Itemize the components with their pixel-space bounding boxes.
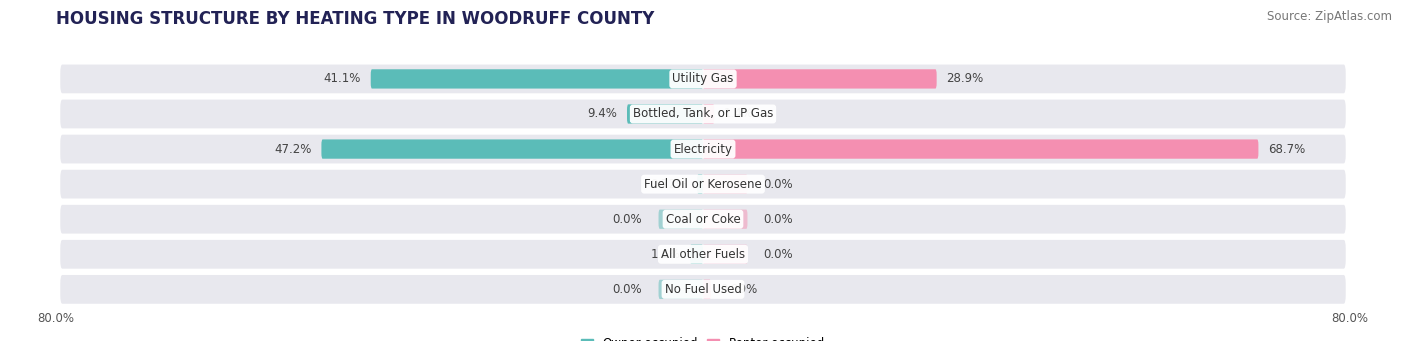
Text: 28.9%: 28.9% — [946, 72, 984, 85]
Text: 47.2%: 47.2% — [274, 143, 312, 155]
Text: 0.0%: 0.0% — [763, 213, 793, 226]
Text: 0.0%: 0.0% — [613, 283, 643, 296]
FancyBboxPatch shape — [703, 244, 748, 264]
FancyBboxPatch shape — [697, 175, 703, 194]
Text: 68.7%: 68.7% — [1268, 143, 1305, 155]
Text: 9.4%: 9.4% — [588, 107, 617, 120]
Text: No Fuel Used: No Fuel Used — [665, 283, 741, 296]
FancyBboxPatch shape — [60, 100, 1346, 128]
FancyBboxPatch shape — [60, 240, 1346, 269]
Text: 1.4%: 1.4% — [724, 107, 754, 120]
Text: 0.0%: 0.0% — [763, 248, 793, 261]
Text: 0.72%: 0.72% — [650, 178, 688, 191]
FancyBboxPatch shape — [703, 104, 714, 124]
FancyBboxPatch shape — [703, 210, 748, 229]
FancyBboxPatch shape — [703, 280, 711, 299]
Text: 0.99%: 0.99% — [721, 283, 758, 296]
Text: HOUSING STRUCTURE BY HEATING TYPE IN WOODRUFF COUNTY: HOUSING STRUCTURE BY HEATING TYPE IN WOO… — [56, 10, 655, 28]
Text: 1.6%: 1.6% — [651, 248, 681, 261]
Text: 0.0%: 0.0% — [613, 213, 643, 226]
FancyBboxPatch shape — [60, 170, 1346, 198]
Text: 0.0%: 0.0% — [763, 178, 793, 191]
FancyBboxPatch shape — [658, 210, 703, 229]
Text: Utility Gas: Utility Gas — [672, 72, 734, 85]
FancyBboxPatch shape — [371, 69, 703, 89]
Text: Source: ZipAtlas.com: Source: ZipAtlas.com — [1267, 10, 1392, 23]
FancyBboxPatch shape — [60, 205, 1346, 234]
Text: All other Fuels: All other Fuels — [661, 248, 745, 261]
FancyBboxPatch shape — [703, 69, 936, 89]
FancyBboxPatch shape — [690, 244, 703, 264]
FancyBboxPatch shape — [60, 135, 1346, 163]
FancyBboxPatch shape — [703, 139, 1258, 159]
FancyBboxPatch shape — [703, 175, 748, 194]
Legend: Owner-occupied, Renter-occupied: Owner-occupied, Renter-occupied — [576, 332, 830, 341]
Text: Coal or Coke: Coal or Coke — [665, 213, 741, 226]
FancyBboxPatch shape — [627, 104, 703, 124]
FancyBboxPatch shape — [658, 280, 703, 299]
FancyBboxPatch shape — [60, 64, 1346, 93]
FancyBboxPatch shape — [60, 275, 1346, 304]
Text: 41.1%: 41.1% — [323, 72, 361, 85]
Text: Bottled, Tank, or LP Gas: Bottled, Tank, or LP Gas — [633, 107, 773, 120]
Text: Fuel Oil or Kerosene: Fuel Oil or Kerosene — [644, 178, 762, 191]
FancyBboxPatch shape — [322, 139, 703, 159]
Text: Electricity: Electricity — [673, 143, 733, 155]
